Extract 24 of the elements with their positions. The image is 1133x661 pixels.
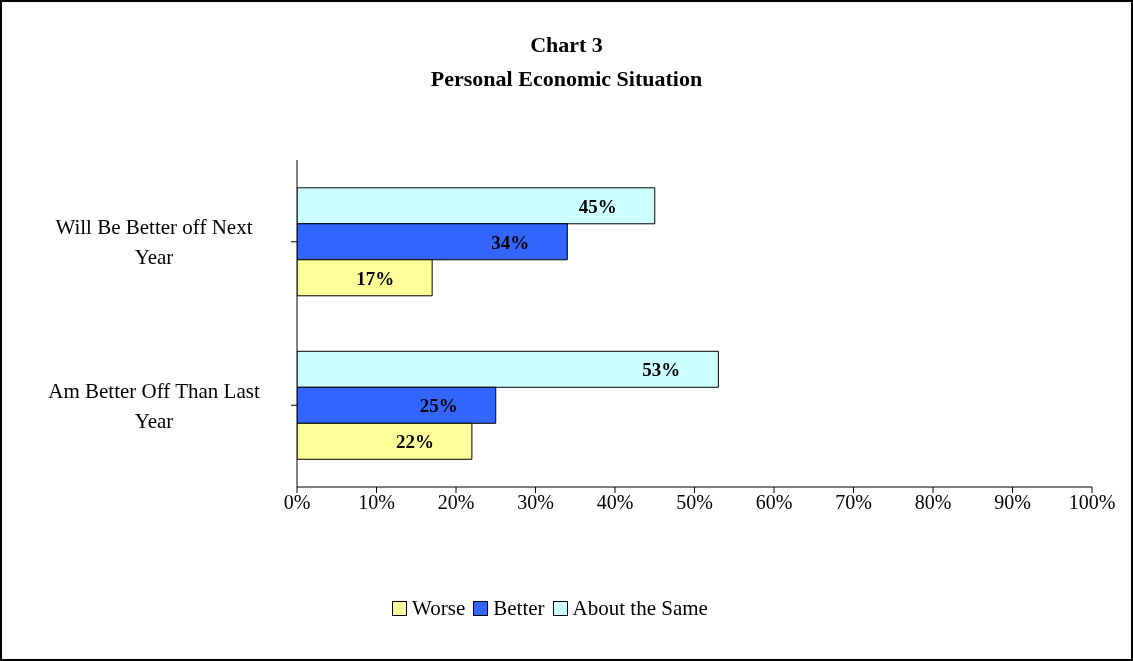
data-label: 34% — [491, 231, 530, 253]
x-tick-label: 20% — [437, 491, 475, 514]
x-tick-label: 70% — [835, 491, 872, 514]
data-label: 25% — [419, 395, 458, 417]
chart-title: Chart 3 — [529, 31, 604, 59]
x-tick-label: 40% — [596, 491, 634, 514]
x-tick-label: 90% — [994, 491, 1031, 514]
x-tick-label: 60% — [755, 491, 793, 514]
x-tick-label: 80% — [914, 491, 952, 514]
data-label: 22% — [395, 431, 434, 453]
data-label: 17% — [356, 267, 395, 289]
x-tick-label: 0% — [283, 491, 311, 514]
legend-label: Worse — [412, 596, 466, 621]
data-label: 45% — [578, 195, 617, 217]
x-tick-label: 10% — [358, 491, 395, 514]
y-tick-label: Am Better Off Than Last Year — [48, 378, 260, 433]
chart-subtitle: Personal Economic Situation — [429, 65, 704, 93]
legend-label: About the Same — [572, 596, 708, 621]
data-label: 53% — [642, 359, 681, 381]
x-tick-label: 100% — [1068, 491, 1116, 514]
x-tick-label: 30% — [517, 491, 554, 514]
y-tick-label: Will Be Better off Next Year — [55, 215, 253, 270]
x-tick-label: 50% — [676, 491, 713, 514]
legend-label: Better — [493, 596, 545, 621]
